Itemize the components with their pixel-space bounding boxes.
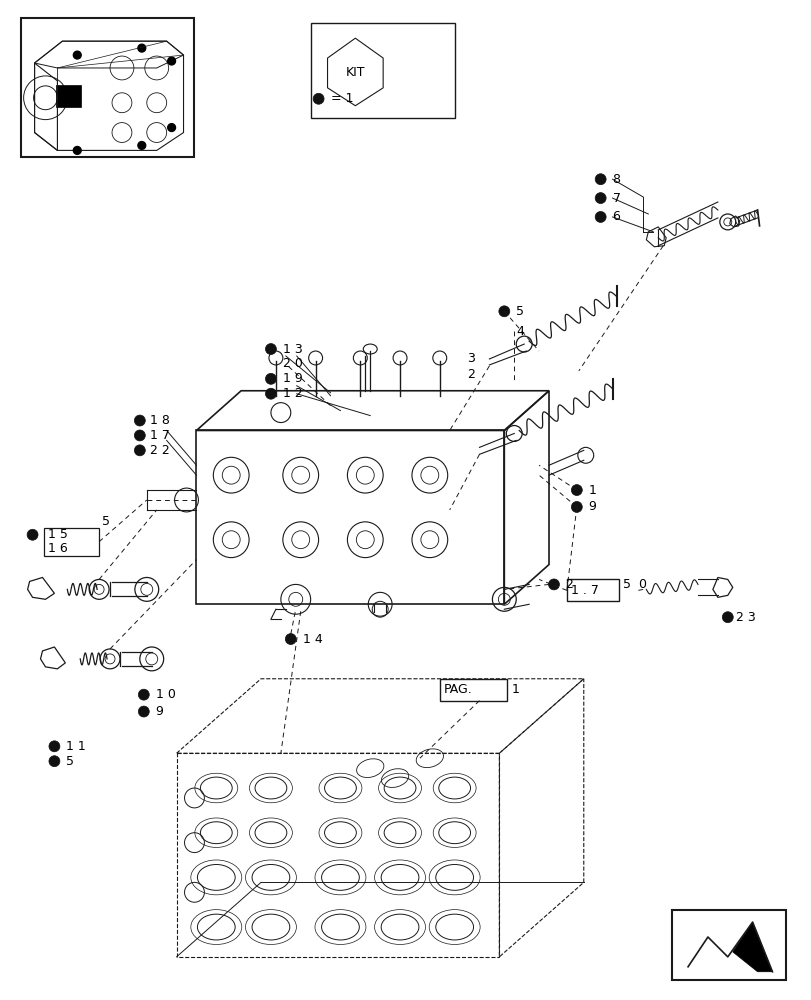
Text: 5: 5 <box>516 305 524 318</box>
Text: KIT: KIT <box>345 66 365 79</box>
Circle shape <box>498 306 509 317</box>
Text: 6: 6 <box>611 210 620 223</box>
Text: 0: 0 <box>637 578 646 591</box>
Circle shape <box>571 485 581 496</box>
Circle shape <box>265 344 276 355</box>
Circle shape <box>134 415 145 426</box>
Circle shape <box>594 174 605 185</box>
Text: 1 9: 1 9 <box>282 372 303 385</box>
Text: 1: 1 <box>511 683 518 696</box>
Polygon shape <box>732 922 771 972</box>
Text: 5: 5 <box>102 515 110 528</box>
Text: 1 4: 1 4 <box>303 633 322 646</box>
Circle shape <box>27 529 38 540</box>
Circle shape <box>313 93 324 104</box>
Bar <box>56 85 81 107</box>
Text: 2: 2 <box>564 578 572 591</box>
Circle shape <box>134 430 145 441</box>
Text: 8: 8 <box>611 173 620 186</box>
Text: 3: 3 <box>467 352 475 365</box>
Circle shape <box>41 93 50 103</box>
Text: 2 0: 2 0 <box>282 357 303 370</box>
Circle shape <box>594 193 605 204</box>
Text: 1 8: 1 8 <box>149 414 169 427</box>
Bar <box>566 579 618 601</box>
Text: 5: 5 <box>67 755 75 768</box>
Circle shape <box>167 124 175 132</box>
Circle shape <box>285 634 296 645</box>
Text: 4: 4 <box>516 325 523 338</box>
Text: 1 6: 1 6 <box>49 542 68 555</box>
Text: PAG.: PAG. <box>443 683 472 696</box>
Circle shape <box>138 44 146 52</box>
Text: 1 7: 1 7 <box>149 429 169 442</box>
Bar <box>672 910 785 980</box>
Text: 1 1: 1 1 <box>67 740 86 753</box>
Text: 2 3: 2 3 <box>735 611 754 624</box>
Bar <box>45 528 99 556</box>
Circle shape <box>594 211 605 222</box>
Text: 5: 5 <box>622 578 629 591</box>
Text: 1: 1 <box>588 484 596 497</box>
Text: 1 0: 1 0 <box>156 688 175 701</box>
Bar <box>440 679 507 701</box>
Text: = 1: = 1 <box>330 92 353 105</box>
Circle shape <box>722 612 732 623</box>
Circle shape <box>138 706 149 717</box>
Bar <box>20 18 194 157</box>
Text: 1 5: 1 5 <box>49 528 68 541</box>
Circle shape <box>167 57 175 65</box>
Circle shape <box>73 146 81 154</box>
Circle shape <box>548 579 559 590</box>
Circle shape <box>49 756 60 767</box>
Circle shape <box>265 388 276 399</box>
Text: 1 2: 1 2 <box>282 387 303 400</box>
Text: 2 2: 2 2 <box>149 444 169 457</box>
Circle shape <box>138 141 146 149</box>
Text: 2: 2 <box>467 368 475 381</box>
Text: 9: 9 <box>156 705 163 718</box>
Bar <box>311 23 454 118</box>
Text: 1 3: 1 3 <box>282 343 303 356</box>
Text: 9: 9 <box>588 500 596 513</box>
Circle shape <box>138 689 149 700</box>
Text: 7: 7 <box>611 192 620 205</box>
Circle shape <box>49 741 60 752</box>
Circle shape <box>134 445 145 456</box>
Text: 1 . 7: 1 . 7 <box>570 584 598 597</box>
Bar <box>196 430 504 604</box>
Circle shape <box>73 51 81 59</box>
Circle shape <box>571 501 581 512</box>
Circle shape <box>265 373 276 384</box>
